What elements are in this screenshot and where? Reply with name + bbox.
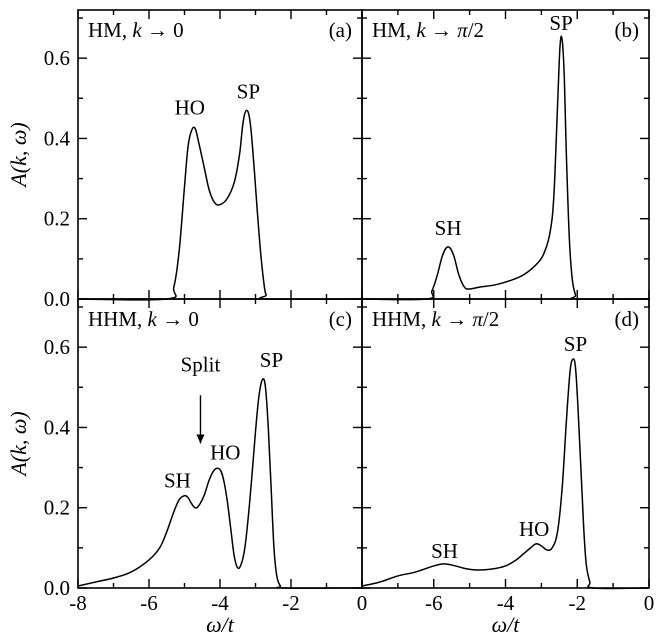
peak-label: SH [164,469,191,493]
panel-title-part: k [432,307,442,331]
y-tick-label: 0.2 [44,207,70,231]
panel-title-part: /2 [468,18,484,42]
y-tick-label: 0.4 [44,415,71,439]
panel-title-part: HM, [372,18,416,42]
peak-label: SP [549,11,572,35]
peak-label: HO [175,95,205,119]
peak-label: HO [210,441,240,465]
panel-frame [361,298,650,589]
panel-title-part: k [148,307,158,331]
y-tick-label: 0.2 [44,496,70,520]
spectral-curve [361,358,650,590]
y-axis-label: A(k, ω) [6,122,31,188]
panel-title: HM, k → 0 [88,18,184,42]
panel-frame [77,9,363,300]
y-tick-label: 0.6 [44,46,70,70]
peak-label: SH [435,216,462,240]
panel-b: HM, k → π/2 (b) SH SP [361,9,650,301]
panel-frame [361,9,650,300]
spectral-curve [77,109,363,301]
panel-letter: (b) [615,18,640,42]
x-axis-label: ω/t [492,612,521,633]
y-tick-label: 0.0 [44,287,70,311]
x-tick-label: -6 [140,591,158,615]
x-tick-label: 0 [357,591,368,615]
x-tick-label: -6 [425,591,443,615]
peak-label: SP [237,79,260,103]
panel-title: HHM, k → π/2 [372,307,499,331]
peak-label: SP [564,332,587,356]
y-tick-label: 0.4 [44,126,71,150]
panel-title-part: HM, [88,18,132,42]
panel-title-part: /2 [483,307,499,331]
y-tick-label: 0.0 [44,576,70,600]
panel-title: HHM, k → 0 [88,307,199,331]
panel-d: 0 -6 -4 -2 0 ω/t HHM, k → π/2 (d) SH HO SP [357,298,655,633]
panel-title-part: HHM, [372,307,432,331]
panel-letter: (d) [615,307,640,331]
x-tick-label: 0 [644,591,655,615]
x-tick-label: -4 [497,591,515,615]
x-tick-label: -8 [69,591,87,615]
panel-title-part: π [472,307,483,331]
peak-label: Split [181,352,221,376]
spectral-curve [361,35,650,301]
panel-c: 0.0 0.2 0.4 0.6 -8 -6 -4 -2 A(k, ω) ω/t HHM, k → 0… [6,298,363,633]
peak-label: SH [431,539,458,563]
x-tick-label: -2 [282,591,300,615]
x-tick-label: -4 [211,591,229,615]
split-arrow-head [196,434,205,444]
y-axis-label: A(k, ω) [6,411,31,477]
panel-title-part: HHM, [88,307,148,331]
panel-letter: (a) [329,18,352,42]
panel-a: 0.0 0.2 0.4 0.6 A(k, ω) HM, k → 0 (a) HO SP [6,9,363,311]
panel-title-part: k [132,18,142,42]
x-axis-label: ω/t [206,612,235,633]
spectral-curve [77,377,363,589]
panel-title-part: π [457,18,468,42]
panel-title-part: → 0 [142,18,184,42]
panel-title-part: → 0 [157,307,199,331]
y-tick-label: 0.6 [44,335,70,359]
x-tick-label: -2 [569,591,587,615]
panel-title-part: → [426,18,458,42]
panel-title-part: k [416,18,426,42]
panel-letter: (c) [329,307,352,331]
peak-label: SP [260,348,283,372]
peak-label: HO [519,517,549,541]
panel-title-part: → [441,307,473,331]
panel-title: HM, k → π/2 [372,18,484,42]
